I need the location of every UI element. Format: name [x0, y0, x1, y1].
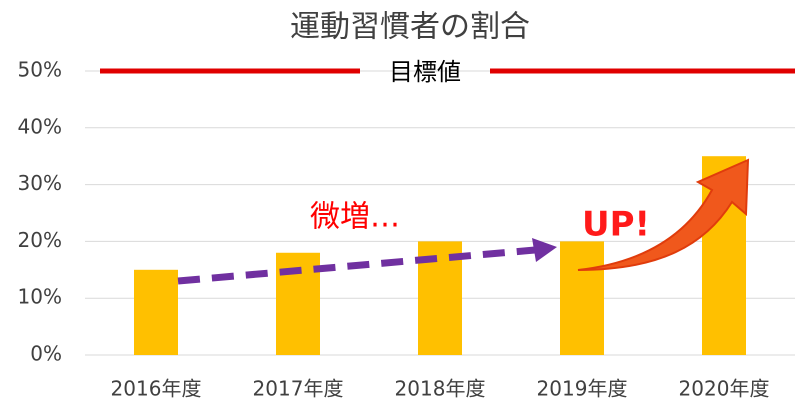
chart-title: 運動習慣者の割合	[290, 10, 530, 45]
y-tick-label: 50%	[18, 58, 62, 82]
x-tick-label: 2016年度	[111, 377, 202, 401]
trend-arrow	[177, 246, 536, 285]
y-tick-label: 20%	[18, 228, 62, 252]
y-tick-label: 30%	[18, 171, 62, 195]
target-label: 目標値	[389, 58, 461, 86]
up-arrow	[577, 158, 750, 271]
bar	[134, 269, 178, 355]
annotation: UP!	[582, 205, 650, 245]
trend-arrow-head	[532, 238, 557, 262]
x-tick-label: 2018年度	[395, 377, 486, 401]
x-tick-label: 2019年度	[537, 377, 628, 401]
x-tick-label: 2020年度	[679, 377, 770, 401]
y-tick-label: 0%	[30, 342, 62, 366]
y-tick-label: 10%	[18, 285, 62, 309]
bar	[560, 241, 604, 355]
x-tick-label: 2017年度	[253, 377, 344, 401]
annotation: 微増…	[310, 200, 400, 235]
y-tick-label: 40%	[18, 114, 62, 138]
